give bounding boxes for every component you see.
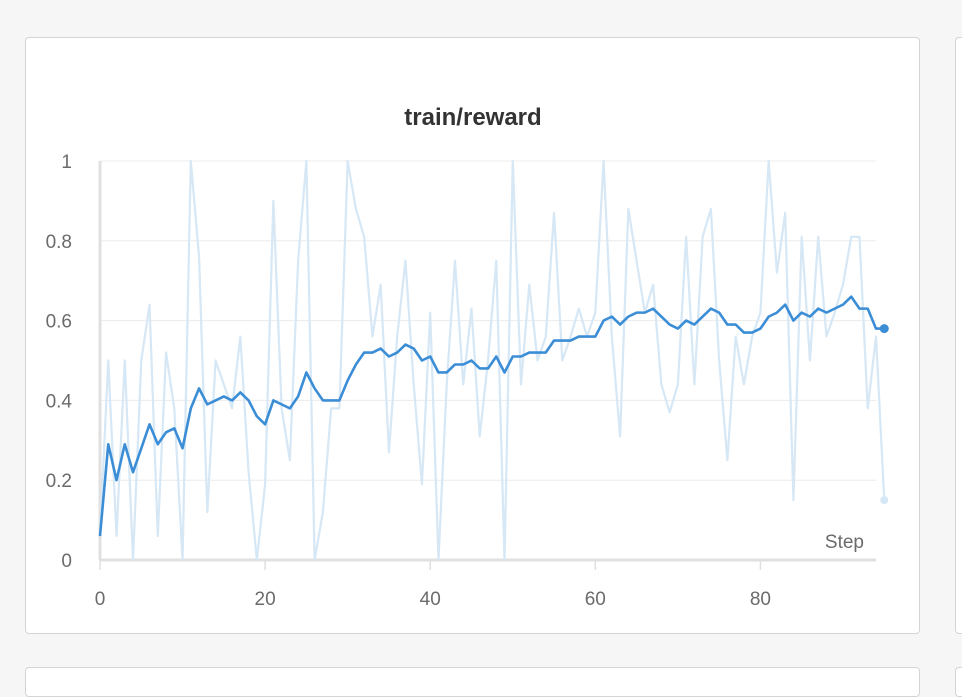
x-tick-label: 40 bbox=[420, 589, 441, 610]
x-tick-label: 60 bbox=[585, 589, 606, 610]
line-chart[interactable]: 0 0.2 0.4 0.6 0.8 1 0 20 40 60 80 Step bbox=[0, 0, 946, 640]
x-tick-label: 20 bbox=[255, 589, 276, 610]
adjacent-panel-edge bbox=[955, 37, 962, 634]
axes bbox=[98, 161, 876, 570]
x-tick-label: 80 bbox=[750, 589, 771, 610]
raw-endpoint bbox=[880, 496, 889, 505]
smoothed-series bbox=[98, 295, 889, 537]
x-axis-label: Step bbox=[825, 532, 864, 553]
next-panel-edge-right bbox=[955, 667, 962, 697]
y-tick-label: 1 bbox=[61, 152, 72, 173]
chart-title: train/reward bbox=[404, 104, 542, 131]
x-tick-label: 0 bbox=[95, 589, 106, 610]
y-tick-label: 0.6 bbox=[46, 312, 72, 333]
tick-labels: 0 0.2 0.4 0.6 0.8 1 0 20 40 60 80 bbox=[46, 152, 771, 610]
smoothed-line bbox=[98, 295, 885, 537]
smoothed-endpoint bbox=[879, 324, 889, 334]
y-tick-label: 0.8 bbox=[46, 232, 72, 253]
y-tick-label: 0.4 bbox=[46, 391, 73, 412]
y-tick-label: 0.2 bbox=[46, 471, 72, 492]
y-tick-label: 0 bbox=[61, 551, 72, 572]
next-panel-edge bbox=[25, 667, 920, 697]
grid-lines bbox=[100, 160, 876, 561]
